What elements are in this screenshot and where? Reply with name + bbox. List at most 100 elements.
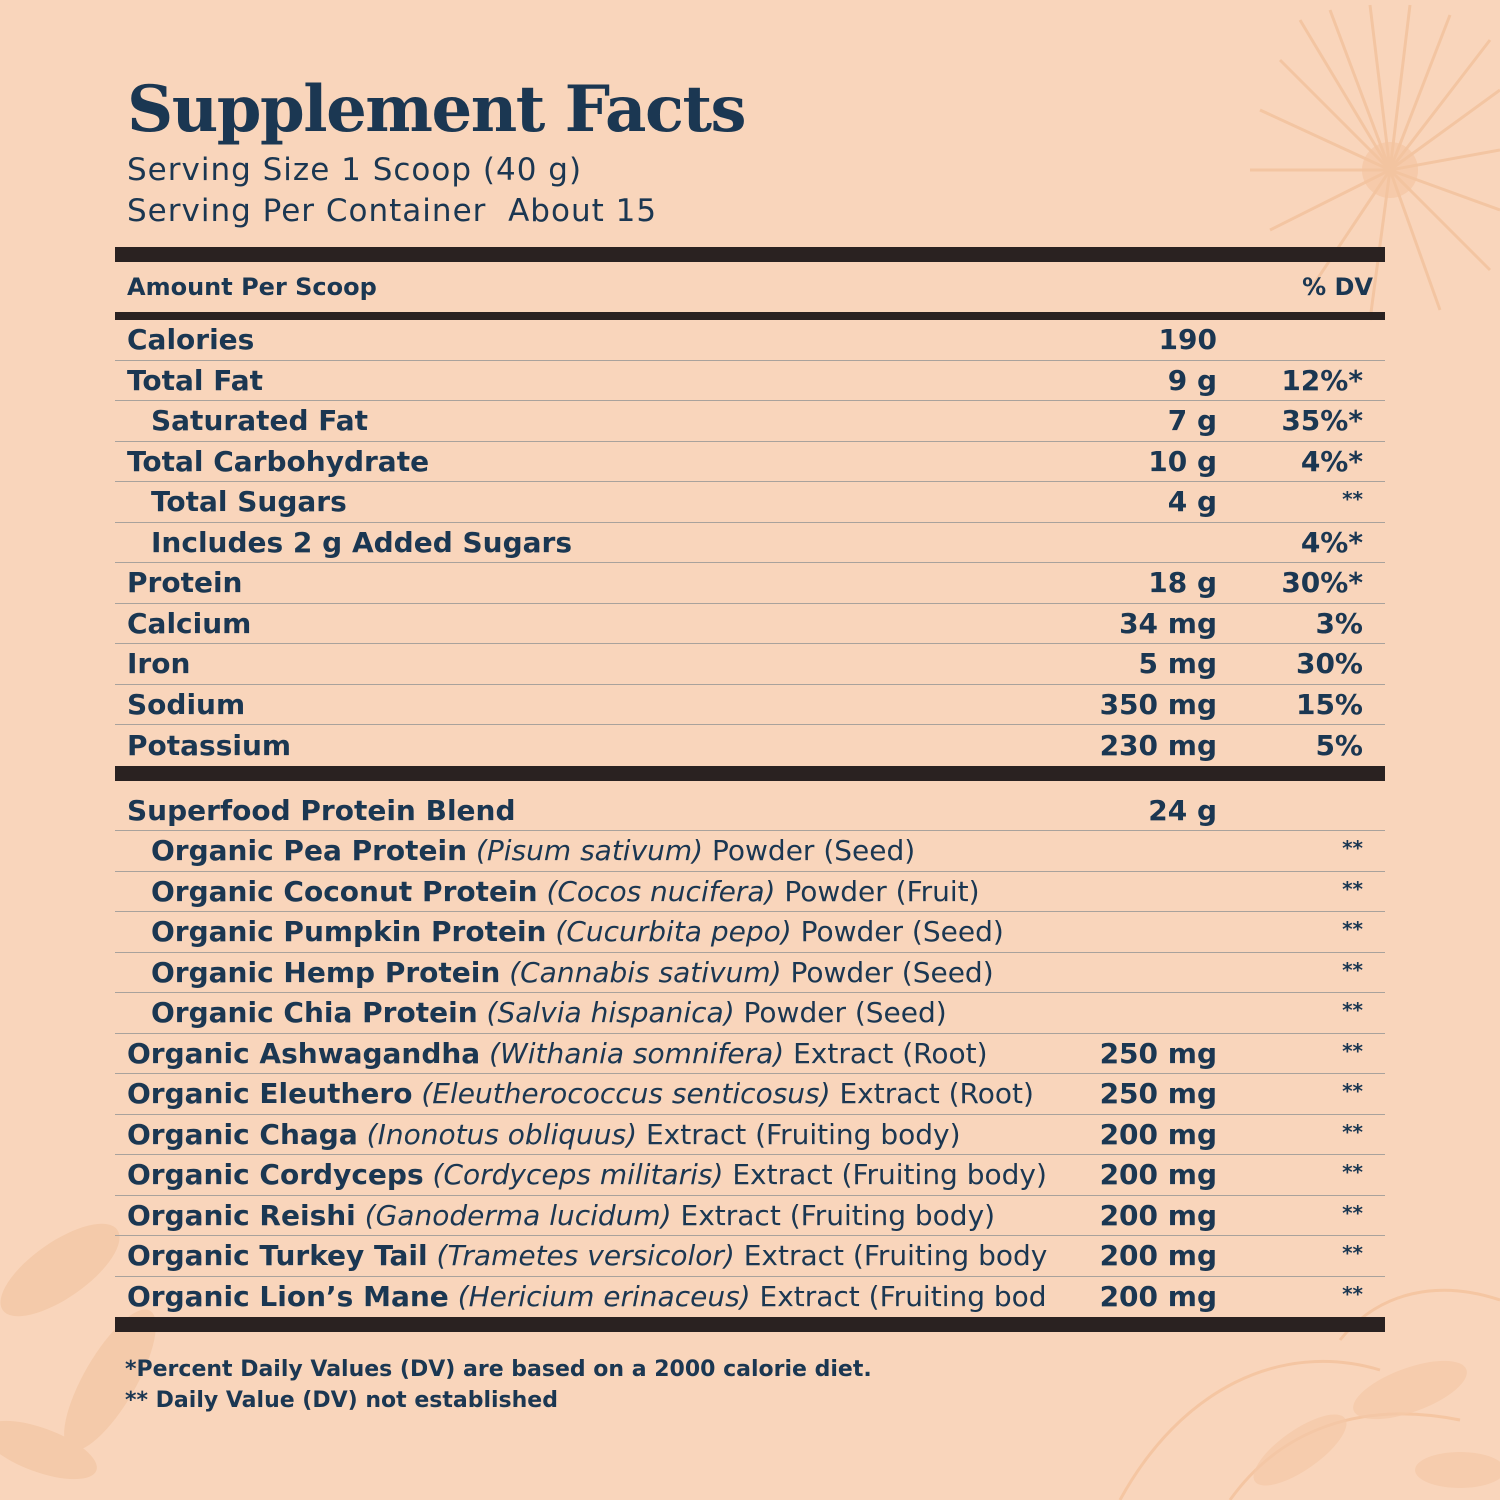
- ingredient-label: Organic Hemp Protein (Cannabis sativum) …: [151, 956, 1047, 989]
- nutrient-amount: 9 g: [1167, 363, 1217, 397]
- ingredient-label: Organic Lion’s Mane (Hericium erinaceus)…: [127, 1280, 1047, 1313]
- ingredient-row: Organic Chia Protein (Salvia hispanica) …: [115, 993, 1385, 1034]
- nutrient-amount: 18 g: [1148, 566, 1217, 600]
- amount-per-scoop-label: Amount Per Scoop: [127, 273, 377, 301]
- nutrient-dv: 30%*: [1281, 566, 1363, 600]
- ingredient-form: Extract (Fruiting body): [759, 1280, 1048, 1314]
- ingredient-dv: **: [1342, 1160, 1363, 1184]
- nutrient-amount: 10 g: [1148, 444, 1217, 478]
- ingredient-amount: 200 mg: [1099, 1239, 1217, 1273]
- dv-header-label: % DV: [1302, 273, 1373, 301]
- ingredient-label: Organic Pea Protein (Pisum sativum) Powd…: [151, 834, 1047, 867]
- nutrient-row: Includes 2 g Added Sugars 4%*: [115, 523, 1385, 563]
- ingredient-amount: 250 mg: [1099, 1077, 1217, 1111]
- ingredient-latin-name: (Salvia hispanica): [486, 996, 735, 1030]
- ingredient-dv: **: [1342, 1119, 1363, 1144]
- ingredient-name: Organic Turkey Tail: [127, 1239, 428, 1273]
- nutrient-row: Iron 5 mg 30%: [115, 644, 1385, 685]
- ingredient-label: Organic Cordyceps (Cordyceps militaris) …: [127, 1158, 1047, 1191]
- nutrient-name: Iron: [127, 647, 191, 681]
- ingredient-label: Organic Chia Protein (Salvia hispanica) …: [151, 996, 1047, 1029]
- nutrient-name: Total Carbohydrate: [127, 444, 430, 478]
- header-rule: [115, 312, 1385, 320]
- ingredient-label: Organic Eleuthero (Eleutherococcus senti…: [127, 1077, 1047, 1110]
- nutrient-name: Total Fat: [127, 363, 264, 397]
- ingredient-dv: **: [1342, 1079, 1363, 1103]
- nutrient-name: Calcium: [127, 606, 252, 640]
- ingredient-latin-name: (Ganoderma lucidum): [364, 1198, 672, 1232]
- nutrient-row: Total Fat 9 g 12%*: [115, 361, 1385, 401]
- ingredient-row: Organic Hemp Protein (Cannabis sativum) …: [115, 953, 1385, 993]
- ingredient-row: Organic Eleuthero (Eleutherococcus senti…: [115, 1074, 1385, 1115]
- ingredient-label: Superfood Protein Blend: [127, 794, 1047, 827]
- top-rule: [115, 247, 1385, 262]
- footnotes: *Percent Daily Values (DV) are based on …: [125, 1354, 1385, 1416]
- nutrient-name: Total Sugars: [151, 485, 347, 519]
- ingredient-dv: **: [1342, 1241, 1363, 1265]
- nutrient-dv: **: [1342, 487, 1363, 511]
- ingredient-latin-name: (Cucurbita pepo): [555, 915, 792, 949]
- ingredient-latin-name: (Trametes versicolor): [436, 1239, 735, 1273]
- ingredient-form: Extract (Root): [839, 1077, 1034, 1111]
- ingredient-name: Organic Pea Protein: [151, 834, 468, 868]
- ingredient-row: Organic Chaga (Inonotus obliquus) Extrac…: [115, 1115, 1385, 1155]
- ingredient-dv: **: [1342, 1200, 1363, 1225]
- ingredient-amount: 200 mg: [1099, 1280, 1217, 1314]
- ingredient-latin-name: (Inonotus obliquus): [366, 1117, 638, 1151]
- ingredient-label: Organic Reishi (Ganoderma lucidum) Extra…: [127, 1199, 1047, 1232]
- ingredient-label: Organic Chaga (Inonotus obliquus) Extrac…: [127, 1118, 1047, 1151]
- nutrient-row: Calcium 34 mg 3%: [115, 604, 1385, 644]
- ingredient-form: Extract (Fruiting body): [732, 1158, 1047, 1192]
- ingredient-dv: **: [1342, 876, 1363, 901]
- ingredient-name: Organic Coconut Protein: [151, 874, 538, 908]
- panel-title: Supplement Facts: [127, 72, 747, 147]
- ingredient-row: Superfood Protein Blend 24 g: [115, 791, 1385, 831]
- ingredient-row: Organic Coconut Protein (Cocos nucifera)…: [115, 872, 1385, 912]
- nutrients-section: Calories 190 Total Fat 9 g 12%* Saturated Fat…: [115, 320, 1385, 766]
- ingredient-row: Organic Reishi (Ganoderma lucidum) Extra…: [115, 1196, 1385, 1236]
- ingredient-dv: **: [1342, 836, 1363, 860]
- nutrient-row: Potassium 230 mg 5%: [115, 725, 1385, 766]
- ingredient-latin-name: (Cannabis sativum): [509, 955, 782, 989]
- ingredient-form: Extract (Fruiting body): [743, 1239, 1047, 1273]
- ingredient-row: Organic Pumpkin Protein (Cucurbita pepo)…: [115, 912, 1385, 953]
- ingredient-form: Powder (Seed): [800, 915, 1004, 949]
- nutrient-dv: 12%*: [1281, 363, 1363, 397]
- nutrient-name: Calories: [127, 323, 255, 357]
- nutrient-name: Saturated Fat: [151, 404, 369, 438]
- ingredient-form: Powder (Seed): [790, 955, 994, 989]
- ingredient-form: Powder (Seed): [743, 996, 947, 1030]
- nutrient-row: Saturated Fat 7 g 35%*: [115, 401, 1385, 442]
- ingredient-amount: 200 mg: [1099, 1117, 1217, 1151]
- blend-section: Superfood Protein Blend 24 g Organic Pea P…: [115, 791, 1385, 1318]
- ingredient-name: Organic Hemp Protein: [151, 955, 501, 989]
- ingredient-dv: **: [1342, 1281, 1363, 1306]
- ingredient-row: Organic Ashwagandha (Withania somnifera)…: [115, 1034, 1385, 1074]
- ingredient-dv: **: [1342, 1038, 1363, 1063]
- nutrient-amount: 34 mg: [1119, 606, 1217, 640]
- nutrient-amount: 350 mg: [1099, 687, 1217, 721]
- ingredient-dv: **: [1342, 998, 1363, 1022]
- nutrient-amount: 190: [1158, 323, 1217, 357]
- ingredient-dv: **: [1342, 917, 1363, 941]
- ingredient-name: Organic Chia Protein: [151, 996, 478, 1030]
- ingredient-name: Organic Chaga: [127, 1117, 358, 1151]
- nutrient-amount: 5 mg: [1138, 647, 1217, 681]
- nutrient-row: Total Carbohydrate 10 g 4%*: [115, 442, 1385, 482]
- nutrient-name: Potassium: [127, 728, 292, 762]
- ingredient-dv: **: [1342, 957, 1363, 982]
- ingredient-row: Organic Lion’s Mane (Hericium erinaceus)…: [115, 1277, 1385, 1318]
- ingredient-latin-name: (Hericium erinaceus): [457, 1280, 751, 1314]
- nutrient-dv: 5%: [1315, 728, 1363, 762]
- ingredient-amount: 200 mg: [1099, 1198, 1217, 1232]
- ingredient-name: Organic Eleuthero: [127, 1077, 413, 1111]
- bottom-rule: [115, 1317, 1385, 1332]
- nutrient-name: Sodium: [127, 687, 246, 721]
- nutrient-amount: 4 g: [1167, 485, 1217, 519]
- nutrient-dv: 3%: [1315, 606, 1363, 640]
- nutrient-row: Sodium 350 mg 15%: [115, 685, 1385, 725]
- ingredient-name: Organic Ashwagandha: [127, 1036, 481, 1070]
- nutrient-dv: 4%*: [1300, 525, 1363, 559]
- nutrient-amount: 7 g: [1167, 404, 1217, 438]
- ingredient-name: Organic Pumpkin Protein: [151, 915, 547, 949]
